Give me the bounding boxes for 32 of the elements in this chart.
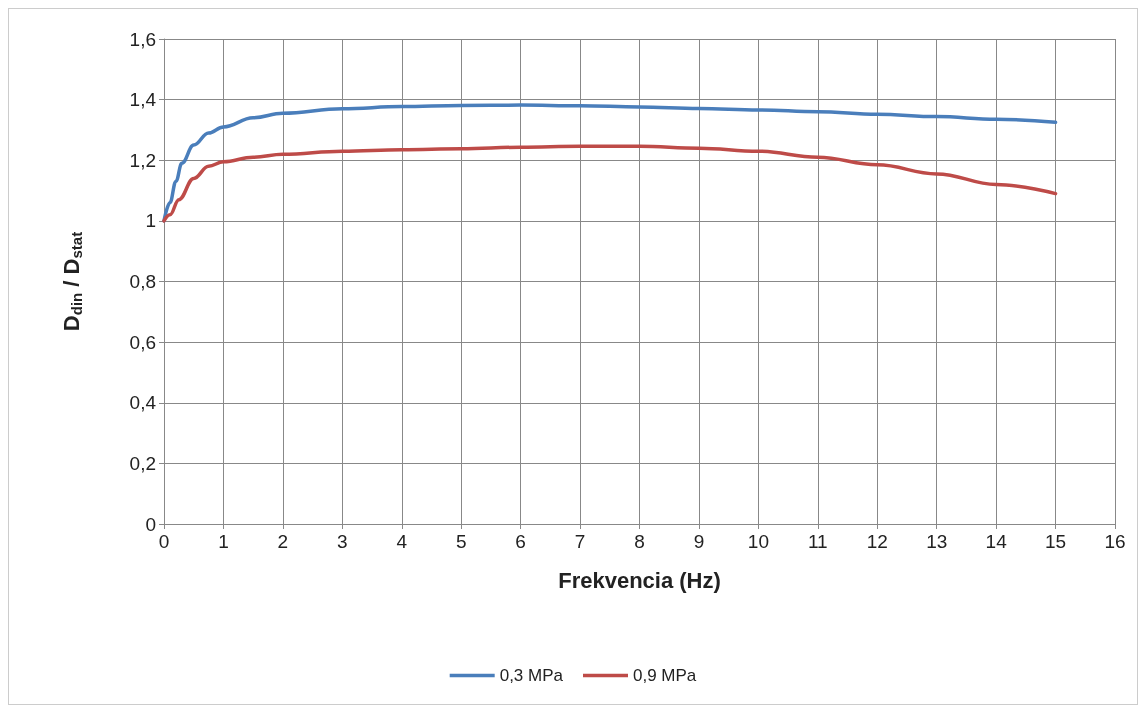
- y-tick-label: 0,2: [129, 452, 156, 474]
- legend-label: 0,9 MPa: [633, 666, 697, 685]
- x-tick-label: 8: [634, 531, 645, 552]
- y-axis-title: Ddin / Dstat: [59, 231, 85, 332]
- x-tick-label: 13: [926, 531, 948, 552]
- x-tick-label: 2: [277, 531, 289, 552]
- x-tick-label: 4: [396, 531, 408, 552]
- y-tick-label: 0,6: [129, 331, 156, 353]
- x-tick-label: 0: [158, 531, 170, 552]
- x-tick-label: 12: [866, 531, 888, 552]
- x-tick-label: 9: [693, 531, 705, 552]
- y-tick-label: 1,2: [129, 149, 156, 171]
- x-tick-label: 1: [218, 531, 229, 552]
- x-tick-label: 7: [574, 531, 586, 552]
- y-tick-label: 0,4: [129, 392, 157, 414]
- x-tick-label: 3: [337, 531, 348, 552]
- line-series: [162, 144, 1058, 223]
- x-tick-label: 11: [807, 531, 828, 552]
- y-tick-label: 1,6: [129, 28, 156, 50]
- line-series: [162, 103, 1058, 223]
- y-tick-label: 0,8: [129, 271, 156, 292]
- x-tick-label: 14: [985, 531, 1008, 552]
- x-tick-label: 6: [515, 531, 526, 552]
- y-tick-label: 1,4: [129, 89, 157, 111]
- legend-label: 0,3 MPa: [499, 666, 564, 685]
- x-axis-title: Frekvencia (Hz): [558, 567, 721, 593]
- y-tick-label: 0: [145, 513, 156, 535]
- y-tick-label: 1: [145, 210, 156, 232]
- x-tick-label: 16: [1104, 531, 1126, 552]
- x-tick-label: 15: [1044, 531, 1067, 552]
- x-tick-label: 10: [747, 531, 769, 552]
- x-tick-label: 5: [455, 531, 467, 552]
